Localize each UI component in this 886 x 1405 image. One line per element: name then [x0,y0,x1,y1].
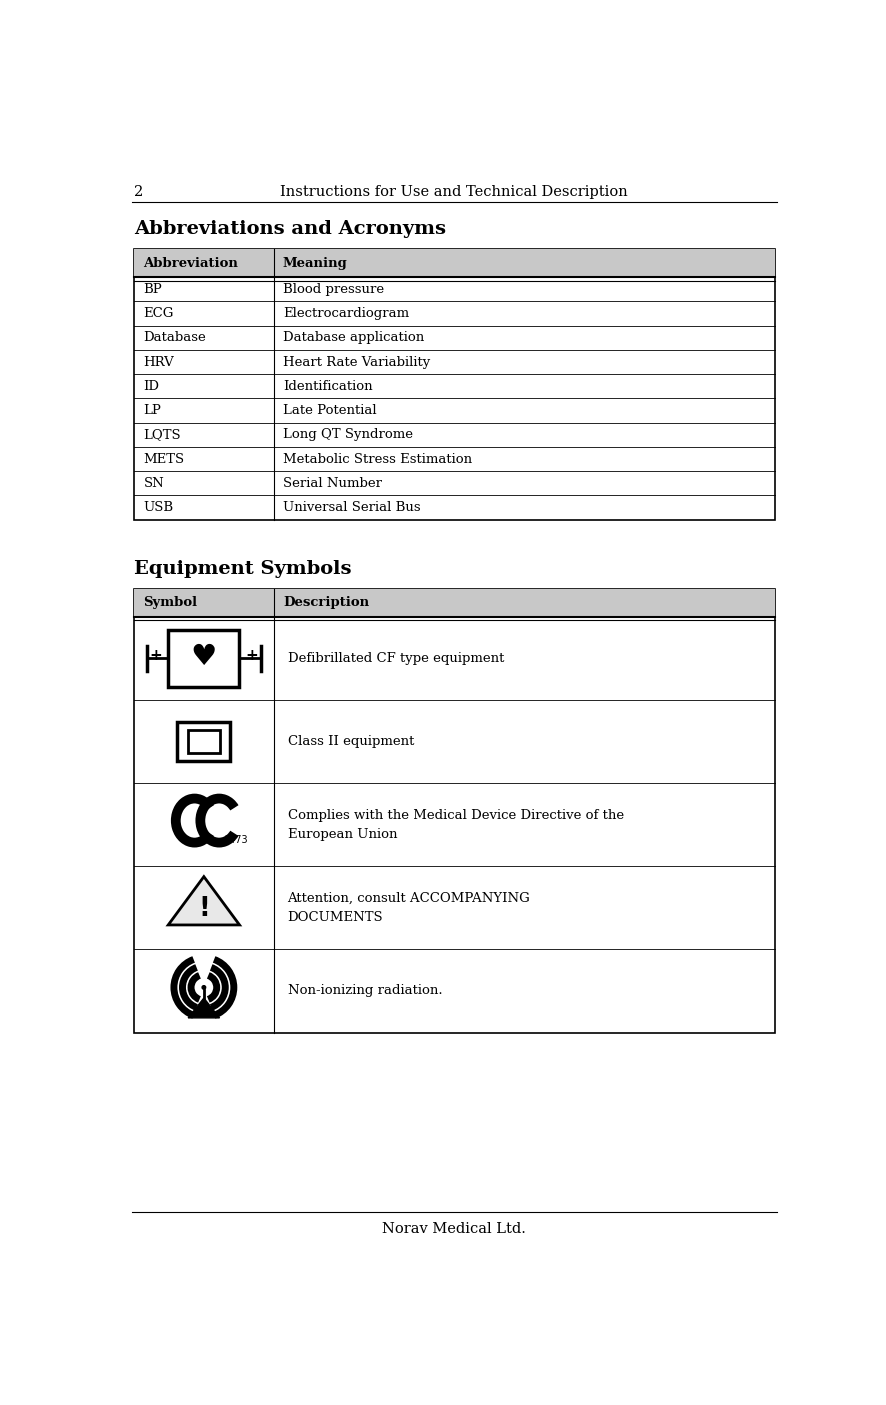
Text: Abbreviations and Acronyms: Abbreviations and Acronyms [134,221,446,239]
Text: Heart Rate Variability: Heart Rate Variability [283,355,430,368]
Text: Attention, consult ACCOMPANYING
DOCUMENTS: Attention, consult ACCOMPANYING DOCUMENT… [287,892,530,924]
Bar [168,629,239,687]
Bar [188,729,220,753]
Text: ID: ID [144,379,159,393]
Text: Serial Number: Serial Number [283,476,382,490]
Text: Late Potential: Late Potential [283,405,377,417]
Text: Long QT Syndrome: Long QT Syndrome [283,429,413,441]
Text: Identification: Identification [283,379,372,393]
Text: SN: SN [144,476,164,490]
Text: Equipment Symbols: Equipment Symbols [134,559,351,577]
Bar [177,722,230,762]
Text: Database application: Database application [283,332,424,344]
Text: 0473: 0473 [223,835,247,844]
Bar [134,589,774,617]
Text: Metabolic Stress Estimation: Metabolic Stress Estimation [283,452,471,465]
Text: Instructions for Use and Technical Description: Instructions for Use and Technical Descr… [280,184,627,198]
Text: Database: Database [144,332,206,344]
Text: HRV: HRV [144,355,174,368]
Text: !: ! [198,896,209,922]
Circle shape [202,986,206,989]
Text: Universal Serial Bus: Universal Serial Bus [283,502,420,514]
Text: Description: Description [283,596,369,610]
Text: Meaning: Meaning [283,257,347,270]
Text: ♥: ♥ [190,642,217,670]
Text: Electrocardiogram: Electrocardiogram [283,308,408,320]
Text: Norav Medical Ltd.: Norav Medical Ltd. [382,1222,525,1236]
Polygon shape [168,877,239,924]
Text: Non-ionizing radiation.: Non-ionizing radiation. [287,985,442,998]
Text: +: + [150,648,162,663]
Text: Abbreviation: Abbreviation [144,257,238,270]
Polygon shape [188,998,220,1017]
Bar [134,250,774,520]
Bar [134,589,774,1033]
Text: 2: 2 [134,184,144,198]
Text: METS: METS [144,452,184,465]
Text: BP: BP [144,282,162,296]
Bar [134,250,774,277]
Text: Symbol: Symbol [144,596,198,610]
Text: USB: USB [144,502,174,514]
Text: +: + [245,648,258,663]
Text: Complies with the Medical Device Directive of the
European Union: Complies with the Medical Device Directi… [287,809,623,840]
Text: Defibrillated CF type equipment: Defibrillated CF type equipment [287,652,503,665]
Text: LP: LP [144,405,161,417]
Text: Class II equipment: Class II equipment [287,735,414,747]
Text: Blood pressure: Blood pressure [283,282,384,296]
Text: ECG: ECG [144,308,174,320]
Text: LQTS: LQTS [144,429,181,441]
